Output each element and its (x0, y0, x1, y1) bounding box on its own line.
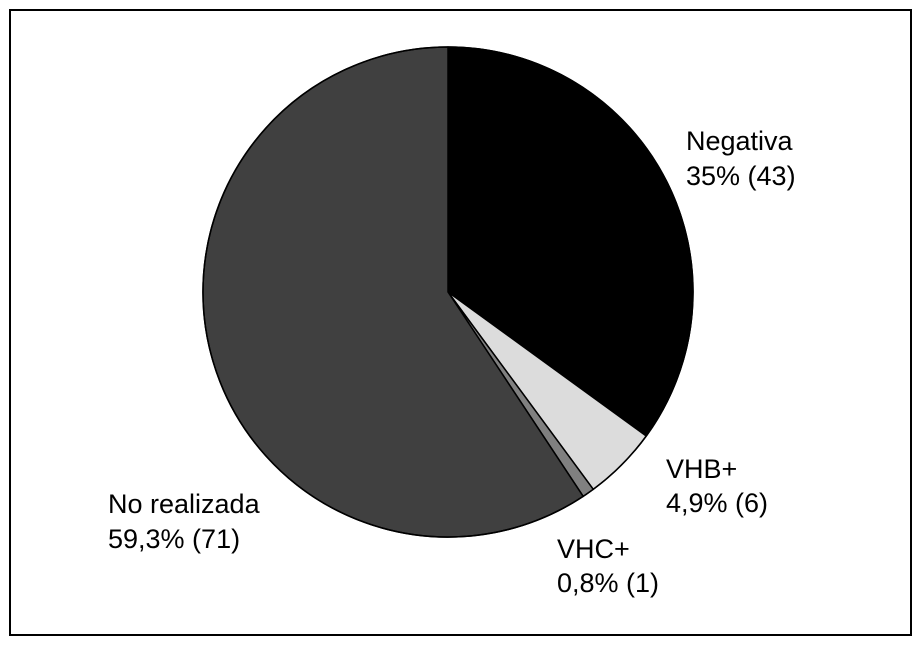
label-vhb: VHB+ 4,9% (6) (666, 454, 768, 518)
label-no-realizada-value: 59,3% (71) (108, 524, 240, 554)
label-vhc-value: 0,8% (1) (557, 568, 659, 598)
label-negativa-name: Negativa (686, 126, 794, 156)
label-vhb-name: VHB+ (666, 454, 737, 484)
pie-slices (202, 46, 694, 538)
label-no-realizada: No realizada 59,3% (71) (108, 489, 261, 554)
label-vhc: VHC+ 0,8% (1) (557, 534, 659, 598)
label-negativa-value: 35% (43) (686, 161, 796, 191)
label-vhb-value: 4,9% (6) (666, 488, 768, 518)
label-no-realizada-name: No realizada (108, 489, 261, 519)
label-negativa: Negativa 35% (43) (686, 126, 796, 191)
pie-outline (202, 46, 694, 538)
label-vhc-name: VHC+ (557, 534, 630, 564)
